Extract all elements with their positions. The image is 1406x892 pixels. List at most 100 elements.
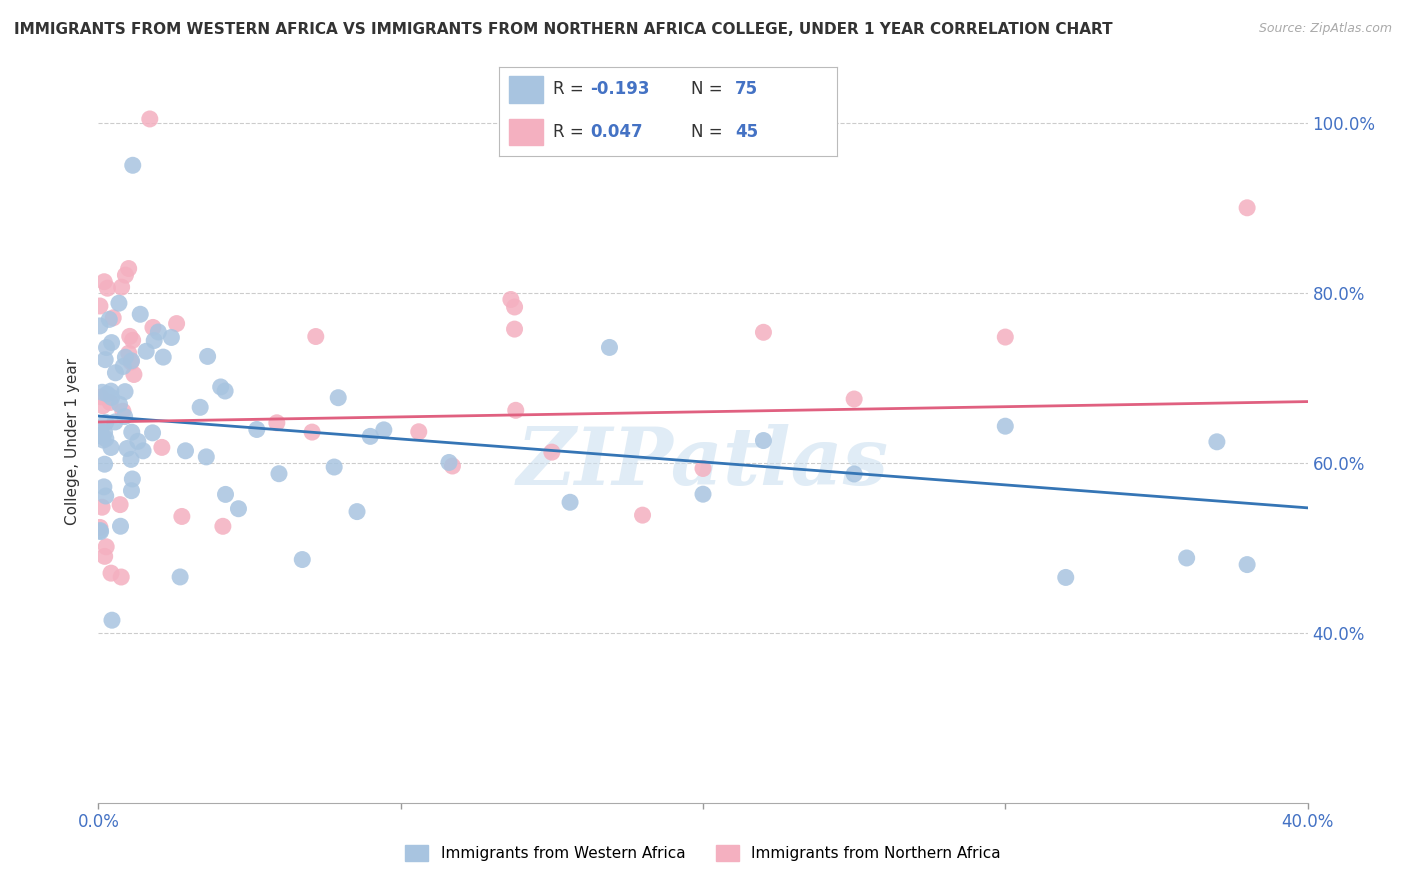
Point: [323, 460, 346, 475]
Point: [104, 366, 127, 380]
Point: [558, 495, 581, 509]
Point: [94, 489, 117, 503]
Point: [110, 519, 132, 533]
Point: [89, 299, 111, 313]
Point: [90, 425, 112, 440]
Point: [98, 312, 121, 326]
Text: Source: ZipAtlas.com: Source: ZipAtlas.com: [1258, 22, 1392, 36]
Point: [89, 520, 111, 534]
Point: [994, 330, 1017, 344]
Point: [359, 429, 381, 443]
Point: [121, 353, 143, 368]
Point: [108, 397, 131, 411]
Point: [228, 501, 250, 516]
Point: [118, 346, 141, 360]
Point: [141, 425, 163, 440]
Point: [94, 416, 117, 430]
Point: [93, 457, 115, 471]
Point: [197, 350, 219, 364]
Point: [114, 384, 136, 399]
Point: [1175, 551, 1198, 566]
Point: [129, 307, 152, 321]
Point: [91, 385, 114, 400]
Point: [91, 500, 114, 515]
Point: [96, 540, 118, 554]
Legend: Immigrants from Western Africa, Immigrants from Northern Africa: Immigrants from Western Africa, Immigran…: [399, 839, 1007, 867]
Point: [101, 613, 124, 627]
Point: [120, 355, 142, 369]
Point: [301, 425, 323, 439]
Point: [148, 325, 170, 339]
Text: 75: 75: [735, 80, 758, 98]
Point: [100, 441, 122, 455]
Point: [209, 380, 232, 394]
Point: [91, 399, 114, 413]
Point: [505, 403, 527, 417]
Point: [503, 300, 526, 314]
Point: [692, 461, 714, 475]
Point: [121, 483, 143, 498]
Point: [844, 467, 866, 481]
Point: [121, 158, 143, 172]
Point: [91, 433, 114, 447]
Point: [110, 570, 132, 584]
Point: [114, 350, 136, 364]
Point: [328, 391, 350, 405]
Point: [89, 524, 111, 538]
Point: [214, 487, 236, 501]
Point: [96, 341, 118, 355]
Bar: [509, 76, 543, 103]
Bar: [509, 119, 543, 145]
Point: [291, 552, 314, 566]
Point: [188, 401, 211, 415]
Text: R =: R =: [553, 80, 589, 98]
Point: [143, 334, 166, 348]
Point: [437, 455, 460, 469]
Point: [108, 296, 131, 310]
Point: [100, 566, 122, 581]
Point: [132, 443, 155, 458]
Point: [122, 368, 145, 382]
Point: [89, 318, 111, 333]
Point: [408, 425, 430, 439]
Point: [752, 326, 775, 340]
Point: [118, 329, 141, 343]
Point: [104, 415, 127, 429]
Point: [844, 392, 866, 406]
Point: [96, 387, 118, 401]
Point: [111, 404, 134, 418]
Point: [246, 422, 269, 436]
Text: IMMIGRANTS FROM WESTERN AFRICA VS IMMIGRANTS FROM NORTHERN AFRICA COLLEGE, UNDER: IMMIGRANTS FROM WESTERN AFRICA VS IMMIGR…: [14, 22, 1112, 37]
Point: [93, 275, 115, 289]
Point: [752, 434, 775, 448]
Point: [93, 425, 115, 440]
Point: [94, 352, 117, 367]
Point: [170, 509, 193, 524]
Point: [994, 419, 1017, 434]
Point: [108, 498, 131, 512]
Point: [114, 409, 136, 424]
Text: N =: N =: [692, 80, 728, 98]
Point: [121, 333, 143, 347]
Point: [135, 344, 157, 359]
Point: [214, 384, 236, 398]
Point: [112, 359, 135, 374]
Point: [267, 467, 290, 481]
Point: [89, 429, 111, 443]
Point: [93, 549, 115, 564]
Point: [127, 434, 149, 449]
Point: [1236, 201, 1258, 215]
Point: [1236, 558, 1258, 572]
Point: [166, 317, 188, 331]
Text: -0.193: -0.193: [591, 80, 650, 98]
Point: [212, 519, 235, 533]
Point: [120, 452, 142, 467]
Point: [598, 341, 620, 355]
Point: [266, 416, 288, 430]
Point: [103, 310, 125, 325]
Point: [121, 472, 143, 486]
Point: [305, 329, 328, 343]
Point: [96, 281, 118, 295]
Point: [503, 322, 526, 336]
Point: [631, 508, 654, 523]
